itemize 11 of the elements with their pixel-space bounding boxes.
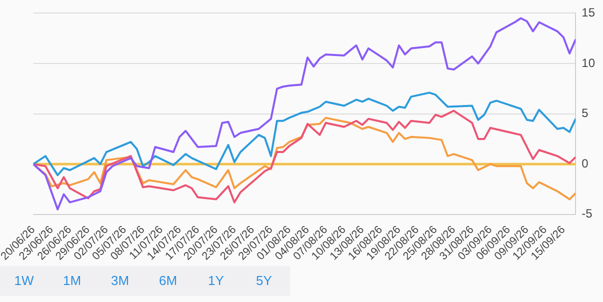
y-tick-label: 10	[582, 56, 596, 70]
text: 1Y	[207, 272, 225, 290]
text: 5Y	[255, 272, 273, 290]
y-tick-label: 15	[582, 6, 596, 20]
y-tick-label: 5	[582, 106, 589, 120]
text: 1W	[13, 272, 35, 290]
text: 1M	[62, 272, 82, 290]
y-tick-label: 0	[582, 156, 589, 170]
y-tick-label: -5	[582, 206, 593, 221]
text: 3M	[110, 272, 130, 290]
text: 6M	[158, 272, 178, 290]
